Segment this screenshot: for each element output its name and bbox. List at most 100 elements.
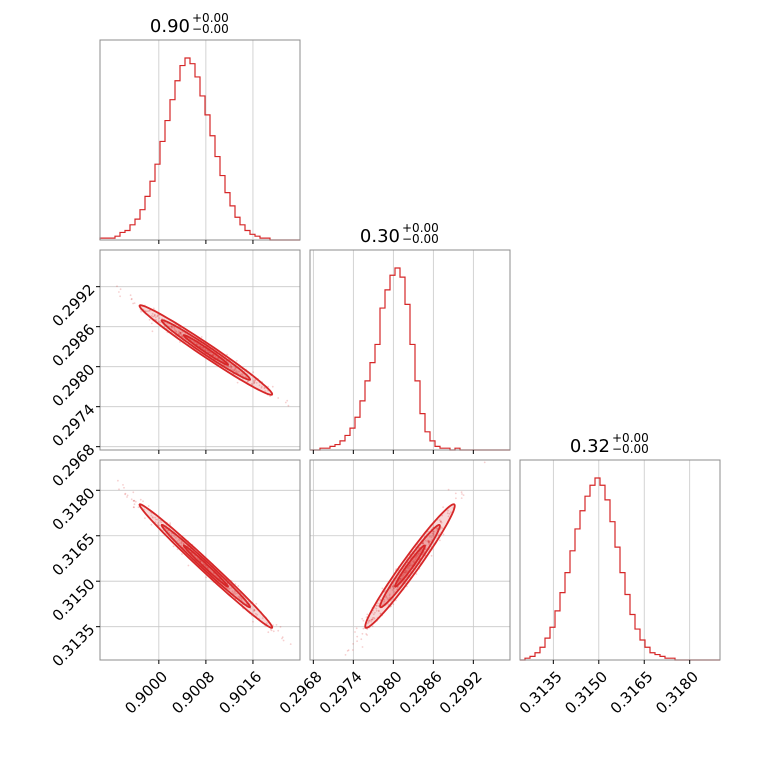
scatter-point: [374, 611, 376, 614]
scatter-point: [130, 498, 133, 501]
scatter-point: [260, 385, 263, 388]
scatter-point: [365, 633, 368, 635]
scatter-point: [366, 622, 369, 625]
scatter-point: [182, 542, 185, 545]
scatter-point: [126, 496, 128, 498]
histogram-panel-0: [99, 39, 301, 244]
scatter-point: [133, 503, 136, 506]
scatter-point: [181, 553, 183, 555]
scatter-point: [156, 314, 159, 317]
scatter-point: [173, 328, 176, 331]
scatter-point: [370, 619, 373, 621]
scatter-point: [175, 536, 177, 539]
scatter-point: [204, 348, 207, 351]
scatter-point: [279, 626, 282, 628]
scatter-point: [388, 593, 391, 596]
scatter-point: [133, 302, 136, 304]
scatter-point: [403, 571, 406, 574]
scatter-point: [204, 565, 207, 567]
scatter-point: [404, 571, 407, 574]
scatter-point: [408, 567, 410, 570]
scatter-point: [234, 368, 237, 371]
x-tick-label: 0.3135: [516, 668, 566, 718]
scatter-point: [404, 572, 407, 574]
scatter-point: [408, 564, 411, 567]
scatter-point: [117, 479, 119, 482]
contour-level: [138, 503, 274, 629]
panel-frame: [99, 459, 301, 661]
scatter-point: [422, 542, 424, 545]
scatter-point: [365, 616, 368, 619]
scatter-point: [361, 646, 364, 648]
scatter-point: [174, 330, 177, 332]
scatter-point: [260, 386, 263, 389]
scatter-point: [392, 587, 395, 589]
panel-frame: [309, 459, 511, 661]
scatter-point: [208, 351, 211, 354]
scatter-point: [253, 608, 256, 611]
x-tick-label: 0.9008: [168, 668, 218, 718]
scatter-point: [170, 532, 173, 535]
scatter-point: [123, 486, 125, 489]
scatter-point: [405, 569, 407, 572]
scatter-point: [377, 609, 380, 612]
scatter-point: [173, 535, 176, 537]
scatter-point: [247, 380, 250, 383]
scatter-point: [392, 585, 395, 588]
scatter-point: [233, 369, 236, 372]
scatter-point: [199, 559, 201, 562]
scatter-panel-2-0: [96, 459, 301, 664]
scatter-point: [154, 521, 157, 523]
scatter-point: [130, 298, 133, 300]
scatter-point: [272, 630, 275, 633]
scatter-point: [254, 379, 257, 382]
x-tick-label: 0.3180: [652, 668, 702, 718]
scatter-point: [267, 631, 270, 634]
scatter-point: [178, 332, 180, 335]
scatter-point: [178, 331, 181, 334]
scatter-point: [356, 640, 358, 643]
scatter-point: [230, 366, 233, 369]
x-tick-label: 0.2980: [356, 668, 406, 718]
scatter-point: [447, 509, 449, 512]
scatter-point: [361, 617, 364, 620]
scatter-point: [381, 587, 384, 590]
scatter-point: [436, 527, 439, 530]
scatter-point: [238, 596, 241, 599]
scatter-point: [416, 555, 419, 557]
scatter-point: [284, 401, 287, 404]
scatter-point: [229, 365, 232, 367]
scatter-point: [415, 555, 418, 557]
scatter-point: [233, 369, 236, 371]
title-minus: −0.00: [192, 22, 229, 36]
panel-frame: [99, 249, 301, 451]
scatter-point: [387, 603, 390, 606]
scatter-point: [212, 354, 215, 356]
scatter-point: [240, 597, 243, 600]
scatter-point: [252, 620, 254, 623]
histogram-panel-1: [309, 249, 511, 454]
scatter-point: [233, 591, 236, 594]
scatter-point: [240, 598, 243, 601]
scatter-panel-1-0: [96, 249, 301, 454]
scatter-point: [375, 607, 378, 610]
scatter-point: [386, 598, 389, 601]
scatter-point: [441, 527, 444, 530]
scatter-point: [399, 578, 402, 580]
scatter-point: [393, 587, 395, 590]
scatter-point: [362, 619, 365, 622]
scatter-point: [180, 334, 183, 336]
scatter-point: [133, 499, 136, 502]
panel-title-2: 0.32 +0.00−0.00: [570, 431, 649, 457]
scatter-point: [158, 524, 160, 527]
scatter-point: [203, 563, 206, 566]
scatter-point: [263, 386, 266, 389]
scatter-point: [255, 382, 258, 384]
scatter-point: [415, 556, 417, 559]
scatter-point: [396, 586, 399, 589]
scatter-point: [428, 543, 431, 545]
scatter-point: [140, 310, 143, 313]
scatter-point: [227, 366, 230, 368]
scatter-point: [176, 540, 179, 542]
scatter-point: [281, 637, 283, 640]
